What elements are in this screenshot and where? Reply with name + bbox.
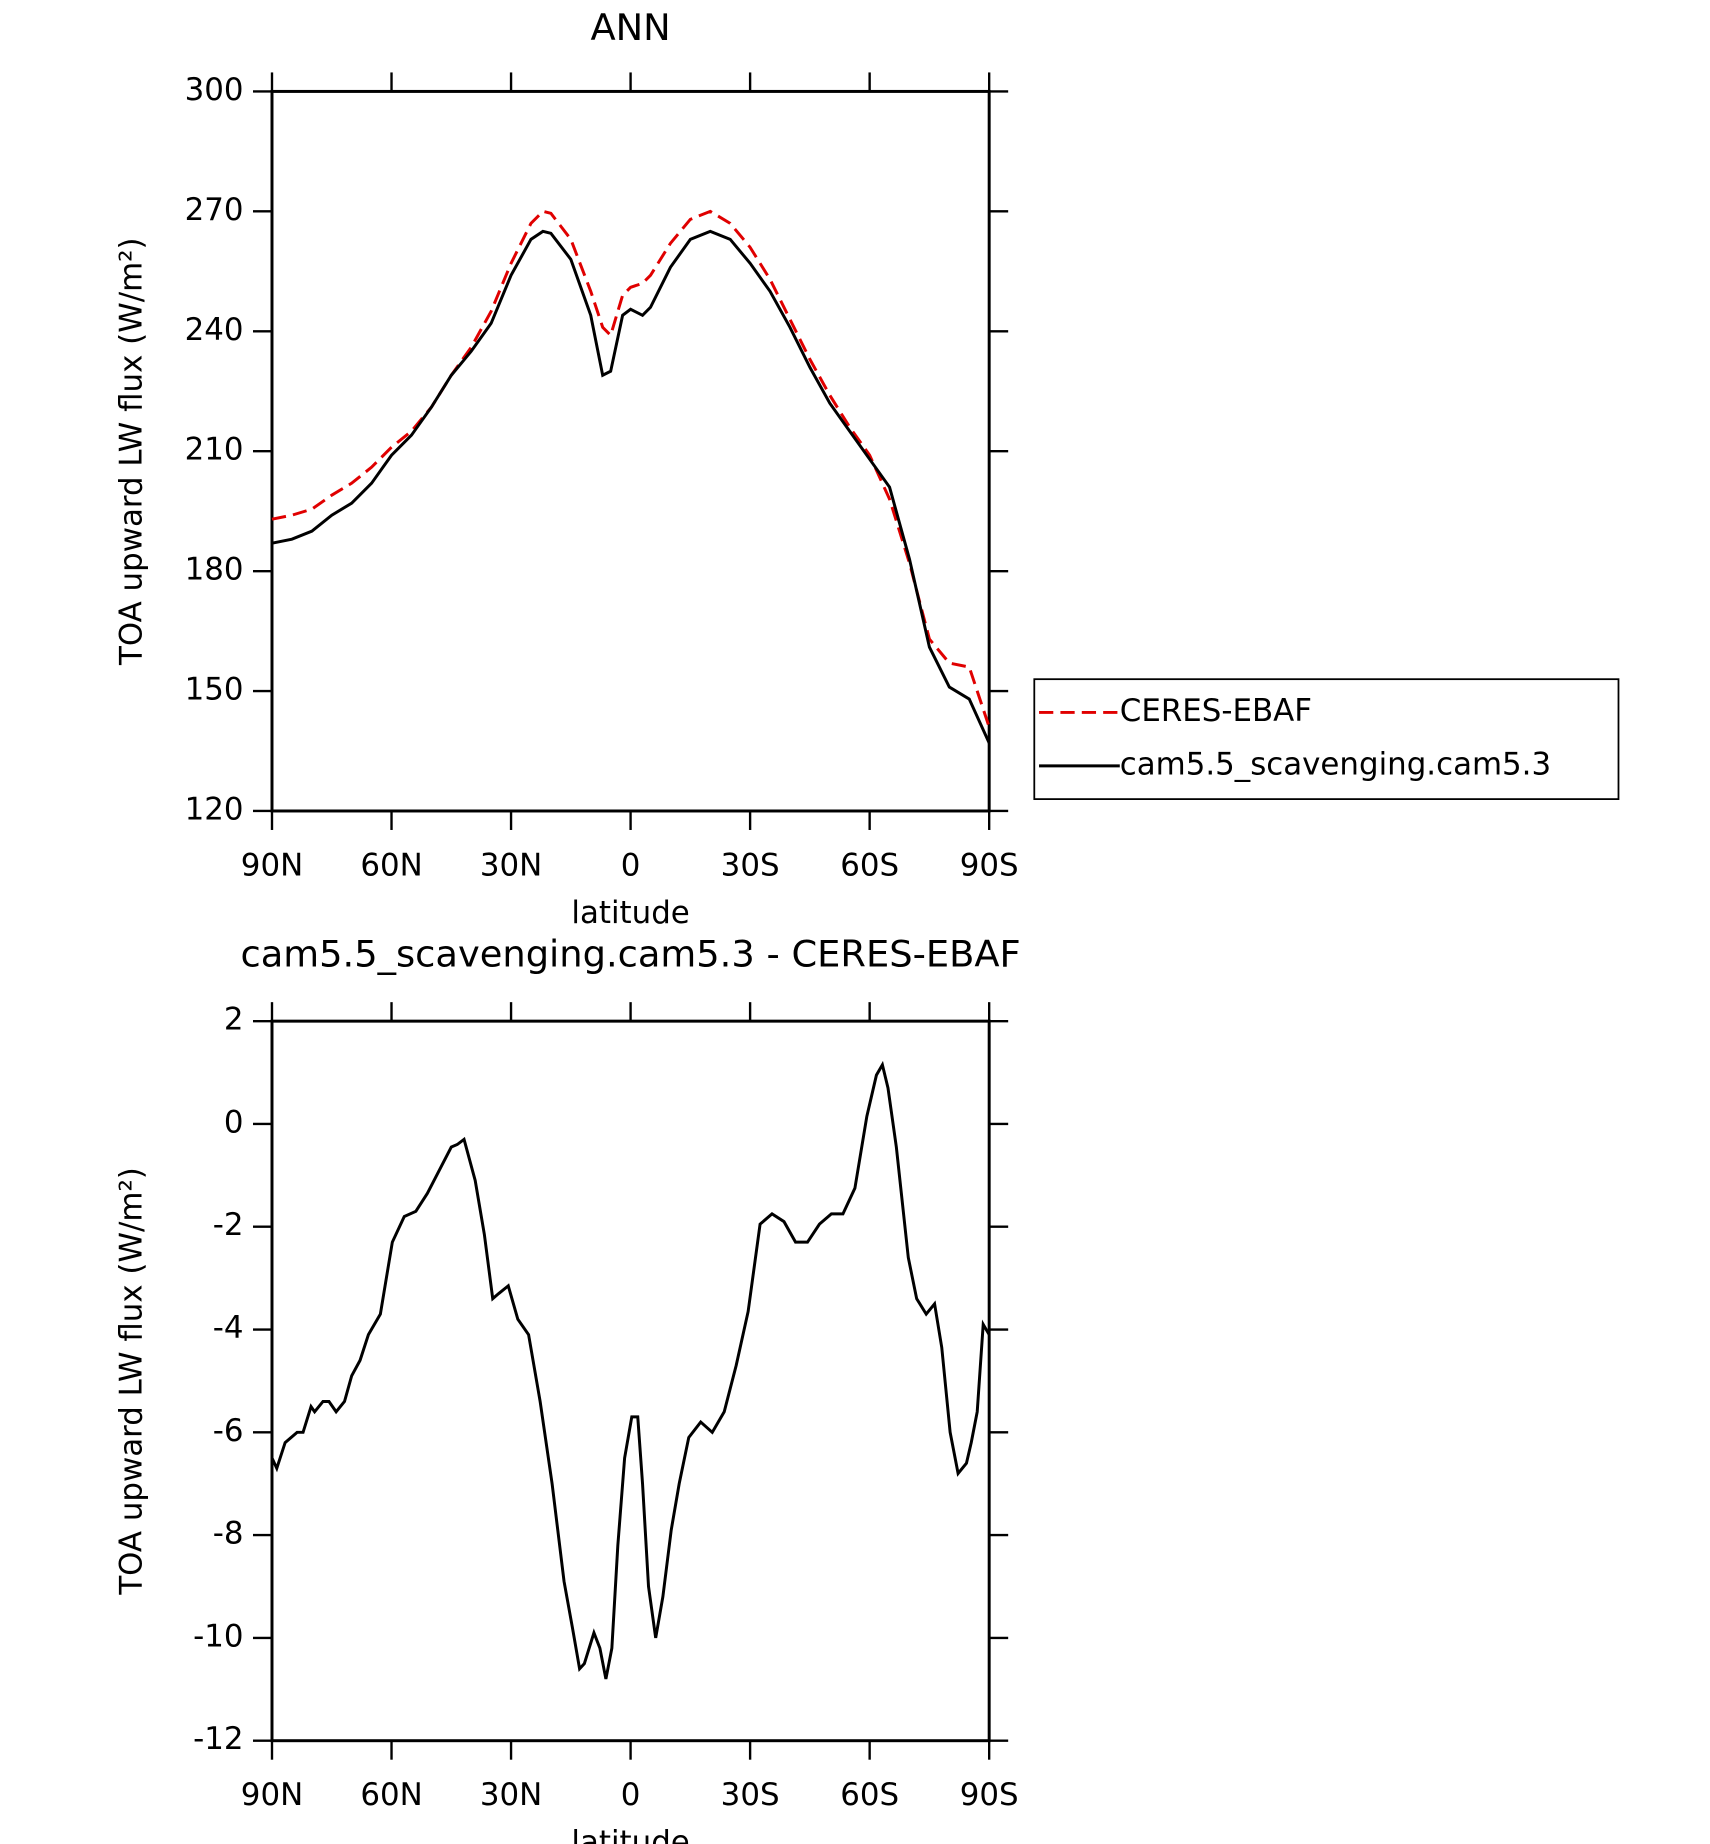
x-axis-label: latitude [571, 895, 689, 931]
x-tick-label: 60N [360, 847, 422, 883]
x-axis-label: latitude [571, 1825, 689, 1844]
x-tick-label: 60S [840, 1777, 899, 1813]
x-tick-label: 0 [621, 847, 641, 883]
y-axis-label: TOA upward LW flux (W/m²) [114, 1167, 150, 1596]
y-tick-label: 270 [185, 192, 244, 228]
chart-title: cam5.5_scavenging.cam5.3 - CERES-EBAF [240, 932, 1020, 975]
data-line [271, 209, 991, 728]
x-tick-label: 90N [241, 1777, 303, 1813]
y-tick-label: -4 [213, 1310, 244, 1346]
chart-title: ANN [590, 6, 670, 49]
y-tick-label: -6 [213, 1413, 244, 1449]
legend-label: CERES-EBAF [1120, 693, 1312, 729]
y-tick-label: 150 [185, 672, 244, 708]
plot-frame [270, 89, 991, 813]
y-tick-label: 210 [185, 432, 244, 468]
x-tick-label: 90N [241, 847, 303, 883]
y-tick-label: 240 [185, 312, 244, 348]
y-tick-label: 0 [224, 1104, 244, 1140]
x-tick-label: 30N [480, 1777, 542, 1813]
y-tick-label: -8 [213, 1516, 244, 1552]
plot-frame [270, 1019, 991, 1743]
x-tick-label: 90S [960, 847, 1019, 883]
y-tick-label: 2 [224, 1002, 244, 1038]
x-tick-label: 60N [360, 1777, 422, 1813]
y-tick-label: 300 [185, 72, 244, 108]
x-tick-label: 30S [721, 847, 780, 883]
y-tick-label: 180 [185, 552, 244, 588]
y-tick-label: -10 [193, 1618, 243, 1654]
legend-label: cam5.5_scavenging.cam5.3 [1120, 746, 1551, 782]
y-tick-label: -2 [213, 1207, 244, 1243]
legend-box [1033, 678, 1620, 800]
x-tick-label: 60S [840, 847, 899, 883]
x-tick-label: 90S [960, 1777, 1019, 1813]
y-axis-label: TOA upward LW flux (W/m²) [114, 237, 150, 666]
y-tick-label: 120 [185, 791, 244, 827]
x-tick-label: 0 [621, 1777, 641, 1813]
data-line [271, 229, 991, 744]
chart: ANN 120 150 180 210 240 270 300 90N 60N 30N 0 30S 60S… [114, 6, 1620, 931]
x-tick-label: 30S [721, 1777, 780, 1813]
chart: cam5.5_scavenging.cam5.3 - CERES-EBAF -12… [114, 932, 1021, 1844]
data-line [270, 1060, 991, 1680]
x-tick-label: 30N [480, 847, 542, 883]
y-tick-label: -12 [193, 1721, 243, 1757]
